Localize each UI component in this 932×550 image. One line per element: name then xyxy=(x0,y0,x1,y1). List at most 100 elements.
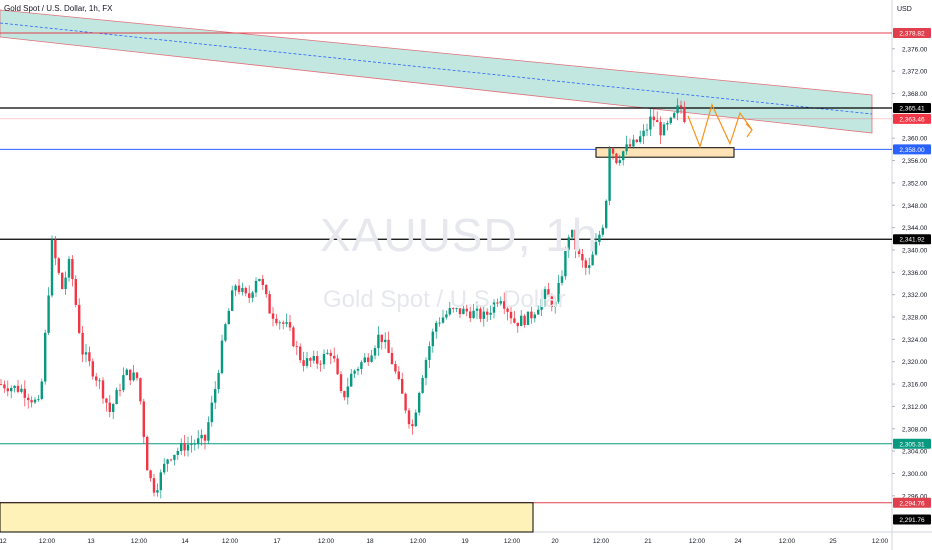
candle-body xyxy=(312,356,315,361)
candle-body xyxy=(632,139,635,147)
candle-body xyxy=(421,377,424,393)
candle-body xyxy=(329,352,332,356)
candle-body xyxy=(227,310,230,325)
candle-body xyxy=(6,388,9,392)
candle xyxy=(166,458,169,472)
candle-body xyxy=(469,311,472,319)
candle xyxy=(98,378,101,390)
candle-body xyxy=(397,371,400,379)
candle xyxy=(445,310,448,320)
time-tick-label: 20 xyxy=(551,538,559,545)
candle xyxy=(13,385,16,393)
currency-label: USD xyxy=(897,6,912,13)
candle-body xyxy=(428,346,431,360)
candle-body xyxy=(173,454,176,460)
price-tick-label: 2,336.00 xyxy=(902,270,928,277)
candle-body xyxy=(431,331,434,347)
candle xyxy=(656,111,659,123)
candle xyxy=(159,469,162,499)
candle-body xyxy=(652,116,655,121)
candle xyxy=(560,270,564,286)
candle xyxy=(394,360,397,375)
candle xyxy=(248,285,251,303)
candle xyxy=(462,305,465,315)
price-label-bg xyxy=(893,234,931,245)
candle-body xyxy=(418,392,421,413)
candle-body xyxy=(350,373,353,387)
candle xyxy=(200,429,203,446)
candle-body xyxy=(115,389,118,405)
candle-body xyxy=(71,259,74,280)
candle xyxy=(632,134,635,149)
candle-body xyxy=(615,153,618,163)
candle xyxy=(452,307,455,313)
candle xyxy=(486,308,489,322)
candle xyxy=(101,377,105,404)
price-tick-label: 2,332.00 xyxy=(902,292,928,299)
time-tick-label: 12:00 xyxy=(39,538,56,545)
time-tick-label: 12:00 xyxy=(504,538,521,545)
candle-body xyxy=(581,254,584,261)
candle xyxy=(564,246,567,280)
candle-body xyxy=(142,401,145,437)
candle xyxy=(33,397,37,404)
candle xyxy=(84,343,88,363)
candle-body xyxy=(625,144,628,152)
candle xyxy=(217,369,220,394)
candle-body xyxy=(390,352,394,365)
candle xyxy=(299,343,302,364)
candle-body xyxy=(435,322,438,332)
candle xyxy=(571,229,574,241)
candle-body xyxy=(373,348,377,356)
time-tick-label: 17 xyxy=(273,538,281,545)
candle-body xyxy=(57,258,60,273)
price-tick-label: 2,352.00 xyxy=(902,180,928,187)
candle xyxy=(404,392,407,414)
candle-body xyxy=(105,398,108,403)
candle-body xyxy=(662,124,666,136)
candle-body xyxy=(163,463,166,473)
price-label: 2,378.82 xyxy=(893,28,931,39)
candle-body xyxy=(363,357,366,363)
candle-body xyxy=(506,308,509,312)
candle-body xyxy=(203,434,207,441)
candle-body xyxy=(560,276,564,283)
candle xyxy=(540,292,543,317)
price-label: 2,341.92 xyxy=(893,234,931,245)
candle xyxy=(176,447,179,460)
candle-body xyxy=(611,148,615,154)
candle xyxy=(44,329,47,385)
candle-body xyxy=(370,355,373,362)
price-tick-label: 2,348.00 xyxy=(902,203,928,210)
candle-body xyxy=(30,400,33,403)
candle xyxy=(95,372,98,387)
candle xyxy=(305,351,309,369)
price-label-bg xyxy=(893,102,931,113)
candle xyxy=(574,222,577,259)
candle xyxy=(594,233,598,256)
candle xyxy=(282,320,285,330)
candle-body xyxy=(261,278,264,285)
candle-body xyxy=(20,388,23,392)
candle xyxy=(441,309,445,324)
candle-body xyxy=(387,339,390,353)
chart-title: Gold Spot / U.S. Dollar, 1h, FX xyxy=(4,4,113,13)
price-label-text: 2,341.92 xyxy=(899,237,925,244)
candle-body xyxy=(516,322,519,327)
candle-body xyxy=(574,229,577,250)
candle xyxy=(152,473,156,497)
candle xyxy=(435,320,438,339)
candle xyxy=(615,152,618,165)
candle-body xyxy=(200,434,203,439)
candle xyxy=(418,391,421,416)
candle xyxy=(350,368,353,387)
candle xyxy=(285,313,288,328)
candle xyxy=(537,305,540,315)
candle xyxy=(74,275,77,308)
candle xyxy=(3,380,6,393)
candle xyxy=(662,122,666,136)
candle-body xyxy=(401,378,404,394)
time-tick-label: 12:00 xyxy=(593,538,610,545)
candle xyxy=(448,301,451,317)
